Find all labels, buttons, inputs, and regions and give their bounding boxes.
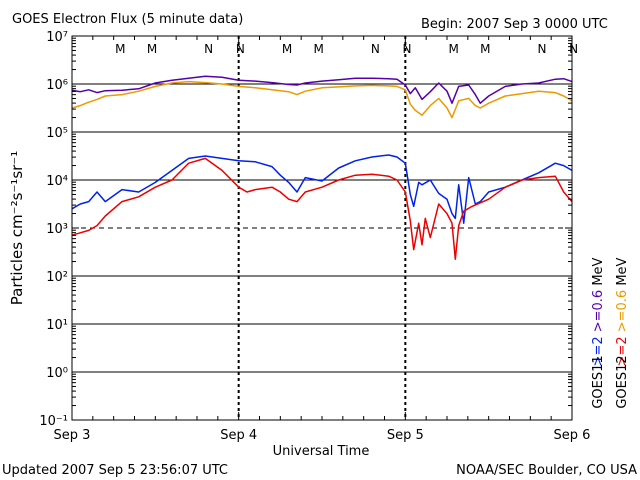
y-tick-label: 10⁴ [46, 174, 68, 189]
y-tick-label: 10⁶ [46, 78, 68, 93]
marker-label: N [403, 42, 412, 56]
marker-label: N [236, 42, 245, 56]
series-line [71, 154, 573, 224]
marker-label: N [204, 42, 213, 56]
legend-segment: >=2 [591, 336, 606, 366]
x-tick-label: Sep 6 [554, 428, 591, 443]
legend-segment: MeV [615, 257, 630, 289]
legend-segment: MeV [591, 257, 606, 289]
marker-label: M [448, 42, 458, 56]
series-group [71, 75, 573, 260]
y-tick-label: 10² [46, 270, 68, 285]
series-line [71, 75, 573, 104]
legend-segment: >=0.6 [591, 290, 606, 337]
y-tick-label: 10⁰ [46, 366, 68, 381]
y-tick-label: 10⁻¹ [39, 414, 68, 429]
footer-credit: NOAA/SEC Boulder, CO USA [456, 463, 637, 478]
legend-segment: >=2 [615, 336, 630, 366]
legend-goes11-energies: >=2 >=0.6 MeV [591, 257, 606, 366]
marker-label: N [569, 42, 578, 56]
y-tick-label: 10¹ [46, 318, 68, 333]
marker-label: N [371, 42, 380, 56]
legend-goes12-energies: >=2 >=0.6 MeV [615, 257, 630, 366]
x-axis-label: Universal Time [273, 444, 370, 459]
series-line [71, 80, 573, 119]
marker-label: M [480, 42, 490, 56]
x-tick-label: Sep 3 [54, 428, 91, 443]
legend-goes11: GOES11 [591, 355, 606, 408]
legend: >=2 >=0.6 MeV >=2 >=0.6 MeV GOES11 GOES1… [591, 257, 630, 408]
x-tick-label: Sep 5 [387, 428, 424, 443]
marker-label: M [115, 42, 125, 56]
series-line [71, 157, 573, 260]
begin-label: Begin: 2007 Sep 3 0000 UTC [421, 17, 608, 32]
x-tick-label: Sep 4 [220, 428, 257, 443]
y-axis-label: Particles cm⁻²s⁻¹sr⁻¹ [8, 151, 26, 305]
y-tick-label: 10⁷ [46, 30, 68, 45]
x-ticks: Sep 3 Sep 4 Sep 5 Sep 6 [54, 36, 591, 443]
y-ticks: 10⁷ 10⁶ 10⁵ 10⁴ 10³ 10² 10¹ 10⁰ 10⁻¹ [39, 30, 572, 429]
day-separators [237, 36, 407, 420]
y-tick-label: 10³ [46, 222, 68, 237]
grid [72, 83, 572, 373]
marker-label: N [538, 42, 547, 56]
marker-label: M [282, 42, 292, 56]
y-tick-label: 10⁵ [46, 126, 68, 141]
marker-label: M [147, 42, 157, 56]
legend-goes12: GOES12 [615, 355, 630, 408]
marker-label: M [313, 42, 323, 56]
chart-title: GOES Electron Flux (5 minute data) [12, 12, 243, 27]
legend-segment: >=0.6 [615, 290, 630, 337]
footer-updated: Updated 2007 Sep 5 23:56:07 UTC [2, 463, 228, 478]
